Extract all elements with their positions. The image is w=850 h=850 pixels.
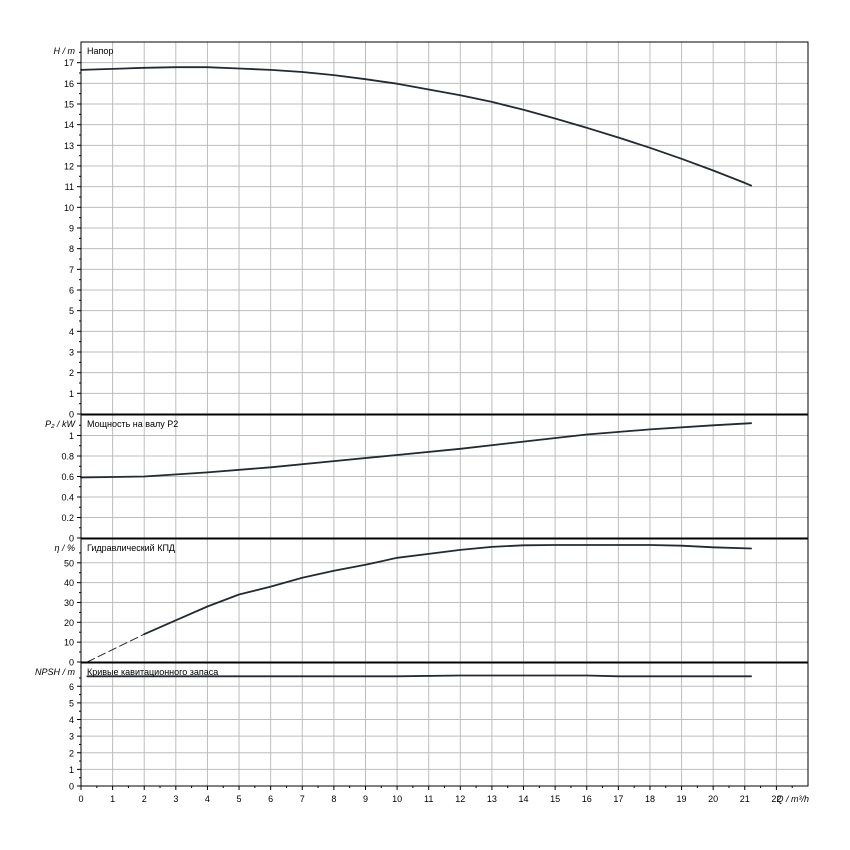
panel-frame xyxy=(80,41,809,415)
frame-layer xyxy=(77,41,809,790)
series-line xyxy=(143,544,752,636)
y-tick-label: 0 xyxy=(69,534,74,544)
x-tick-label: 6 xyxy=(268,794,273,804)
panel-frame xyxy=(80,662,809,787)
y-tick-label: 0.8 xyxy=(61,452,74,462)
panel-title: Мощность на валу P2 xyxy=(87,419,178,429)
series-line xyxy=(86,633,145,663)
series-line xyxy=(86,674,752,678)
x-tick-label: 7 xyxy=(300,794,305,804)
y-tick-label: 2 xyxy=(69,368,74,378)
y-tick-label: 14 xyxy=(64,120,74,130)
x-tick-label: 14 xyxy=(519,794,529,804)
x-tick-label: 3 xyxy=(173,794,178,804)
y-tick-label: 0.2 xyxy=(61,513,74,523)
x-tick-label: 13 xyxy=(487,794,497,804)
y-tick-label: 1 xyxy=(69,765,74,775)
x-tick-label: 21 xyxy=(740,794,750,804)
y-tick-label: 0 xyxy=(69,410,74,420)
y-tick-label: 0 xyxy=(69,782,74,792)
y-tick-label: 5 xyxy=(69,698,74,708)
y-tick-label: 40 xyxy=(64,578,74,588)
x-tick-label: 22 xyxy=(771,794,781,804)
y-tick-label: 4 xyxy=(69,327,74,337)
y-tick-label: 3 xyxy=(69,348,74,358)
x-tick-label: 2 xyxy=(142,794,147,804)
y-tick-label: 10 xyxy=(64,638,74,648)
x-tick-label: 10 xyxy=(392,794,402,804)
x-tick-label: 9 xyxy=(363,794,368,804)
panel-frame xyxy=(80,414,809,539)
y-tick-label: 3 xyxy=(69,732,74,742)
series-line xyxy=(80,422,752,479)
panel-title: Кривые кавитационного запаса xyxy=(87,667,218,677)
y-tick-label: 0.6 xyxy=(61,472,74,482)
y-tick-label: 13 xyxy=(64,141,74,151)
y-tick-label: 7 xyxy=(69,265,74,275)
x-tick-label: 5 xyxy=(237,794,242,804)
y-tick-label: 17 xyxy=(64,58,74,68)
x-axis-label: Q / m³/h xyxy=(776,794,809,804)
y-tick-label: 9 xyxy=(69,224,74,234)
curves-layer xyxy=(80,66,752,678)
y-tick-label: 2 xyxy=(69,748,74,758)
y-tick-label: 11 xyxy=(65,182,74,192)
panel-title: Гидравлический КПД xyxy=(87,543,175,553)
y-tick-label: 5 xyxy=(69,306,74,316)
x-tick-label: 12 xyxy=(455,794,465,804)
y-tick-label: 16 xyxy=(64,79,74,89)
x-tick-label: 4 xyxy=(205,794,210,804)
x-tick-label: 8 xyxy=(331,794,336,804)
y-tick-label: 30 xyxy=(64,598,74,608)
y-axis-label: NPSH / m xyxy=(35,667,76,677)
y-tick-label: 0.4 xyxy=(61,493,74,503)
x-tick-label: 20 xyxy=(708,794,718,804)
y-tick-label: 50 xyxy=(64,558,74,568)
x-tick-label: 16 xyxy=(582,794,592,804)
x-tick-label: 11 xyxy=(424,794,433,804)
y-tick-label: 6 xyxy=(69,682,74,692)
y-tick-label: 1 xyxy=(69,431,74,441)
y-axis-label: H / m xyxy=(54,46,76,56)
x-tick-label: 18 xyxy=(645,794,655,804)
y-tick-label: 8 xyxy=(69,244,74,254)
y-tick-label: 0 xyxy=(69,658,74,668)
y-tick-label: 20 xyxy=(64,618,74,628)
x-tick-label: 1 xyxy=(110,794,115,804)
y-axis-label: P₂ / kW xyxy=(45,419,76,429)
y-tick-label: 12 xyxy=(64,162,74,172)
panel-title: Напор xyxy=(87,46,113,56)
x-tick-label: 0 xyxy=(78,794,83,804)
y-tick-label: 10 xyxy=(64,203,74,213)
x-tick-label: 15 xyxy=(550,794,560,804)
y-tick-label: 15 xyxy=(64,100,74,110)
series-line xyxy=(80,66,752,187)
y-tick-label: 4 xyxy=(69,715,74,725)
y-tick-label: 1 xyxy=(69,389,74,399)
y-axis-label: η / % xyxy=(54,543,75,553)
x-tick-label: 17 xyxy=(613,794,623,804)
panel-frame xyxy=(80,538,809,663)
x-tick-label: 19 xyxy=(677,794,687,804)
y-tick-label: 6 xyxy=(69,286,74,296)
